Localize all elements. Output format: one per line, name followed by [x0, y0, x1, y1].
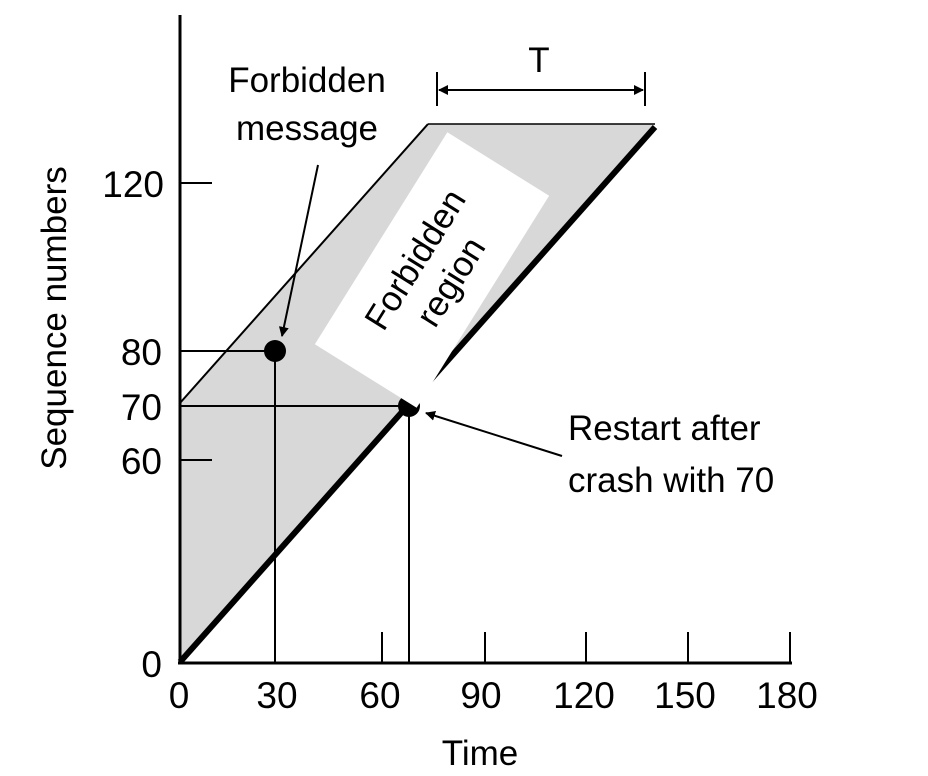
y-tick-label-60: 60: [121, 441, 162, 482]
x-tick-label-120: 120: [553, 675, 615, 716]
y-tick-label-80: 80: [121, 332, 162, 373]
y-tick-label-120: 120: [102, 164, 164, 205]
x-tick-label-0: 0: [169, 675, 190, 716]
forbidden-message-label-line1: Forbidden: [228, 61, 386, 100]
interval-label: T: [528, 41, 549, 80]
x-tick-label-60: 60: [359, 675, 400, 716]
restart-arrow: [425, 410, 563, 457]
y-tick-label-70: 70: [121, 387, 162, 428]
y-axis-title: Sequence numbers: [35, 166, 74, 470]
y-tick-label-0: 0: [141, 644, 162, 685]
forbidden-message-point: [264, 340, 286, 362]
region-upper-boundary: [179, 123, 429, 404]
x-axis-title: Time: [442, 734, 518, 773]
x-tick-label-30: 30: [256, 675, 297, 716]
forbidden-message-arrow: [278, 164, 319, 337]
forbidden-message-label-line2: message: [236, 109, 378, 148]
restart-label-line1: Restart after: [568, 409, 761, 448]
x-tick-label-90: 90: [460, 675, 501, 716]
x-tick-label-150: 150: [654, 675, 716, 716]
x-tick-label-180: 180: [756, 675, 818, 716]
restart-label-line2: crash with 70: [568, 461, 774, 500]
